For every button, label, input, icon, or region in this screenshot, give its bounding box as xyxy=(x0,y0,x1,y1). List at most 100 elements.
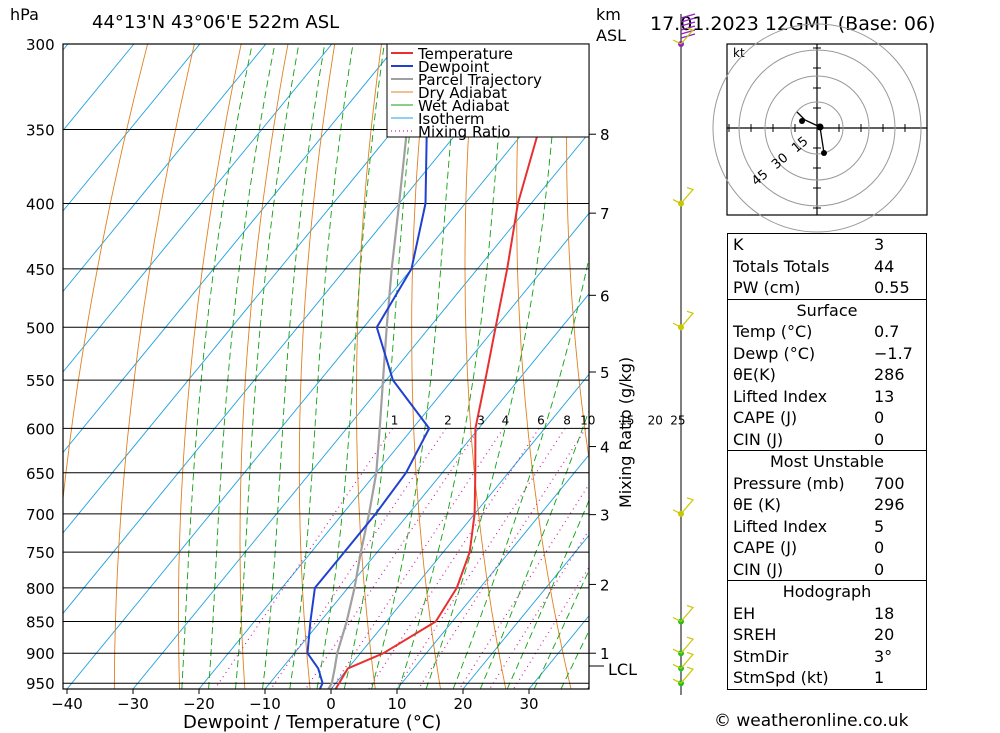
surface-row-label: Dewp (°C) xyxy=(733,343,816,363)
most-unstable-row: CAPE (J) 0 xyxy=(728,537,926,559)
legend: Temperature Dewpoint Parcel Trajectory D… xyxy=(386,43,590,141)
km-tick-3: 3 xyxy=(600,507,610,525)
wind-barb-flag xyxy=(680,17,696,23)
pressure-tick-400: 400 xyxy=(26,196,55,214)
hodograph-box: Hodograph EH 18 SREH 20 StmDir 3° StmSpd (kt) 1 xyxy=(727,581,927,690)
legend-dewpoint: Dewpoint xyxy=(418,58,489,76)
datetime-title: 17.01.2023 12GMT (Base: 06) xyxy=(650,13,935,35)
isotherm-line xyxy=(63,44,201,212)
mixing-ratio-label-15: 15 xyxy=(619,413,634,427)
pressure-tick-700: 700 xyxy=(26,506,55,524)
wet-adiabat-line xyxy=(343,44,420,689)
km-tick-1: 1 xyxy=(600,645,610,663)
indices-row: Totals Totals 44 xyxy=(728,256,926,278)
legend-parcel: Parcel Trajectory xyxy=(418,71,542,89)
pressure-tick-350: 350 xyxy=(26,121,55,139)
mixing-ratio-label-2: 2 xyxy=(444,413,452,427)
legend-wet-adiabat: Wet Adiabat xyxy=(418,97,509,115)
hodograph-row-label: StmDir xyxy=(733,646,789,666)
most-unstable-row-value: 296 xyxy=(874,495,905,514)
surface-row: CAPE (J) 0 xyxy=(728,407,926,429)
most-unstable-row: Pressure (mb) 700 xyxy=(728,473,926,495)
wet-adiabat-line xyxy=(479,409,589,689)
indices-row-label: K xyxy=(733,235,744,254)
wind-barb-500 xyxy=(672,310,695,328)
hpa-label: hPa xyxy=(10,5,39,24)
dry-adiabat-line xyxy=(177,44,242,689)
pressure-tick-650: 650 xyxy=(26,465,55,483)
surface-row-value: 0 xyxy=(874,429,885,449)
surface-row: Lifted Index 13 xyxy=(728,386,926,408)
hodograph-title: Hodograph xyxy=(782,582,872,601)
temperature-line xyxy=(334,44,571,689)
hodograph-row-value: 18 xyxy=(874,603,895,623)
dry-adiabat-line xyxy=(990,44,1000,689)
wind-barb-flag xyxy=(680,13,696,19)
pressure-tick-500: 500 xyxy=(26,319,55,337)
hodograph-row-label: SREH xyxy=(733,625,777,644)
most-unstable-row-value: 5 xyxy=(874,516,885,536)
hodograph-row-value: 3° xyxy=(874,646,893,666)
wind-profile xyxy=(672,13,696,695)
wind-barb-400 xyxy=(672,186,695,205)
indices-row-label: PW (cm) xyxy=(733,278,801,297)
isotherm-line xyxy=(63,44,267,293)
wind-barb-950 xyxy=(672,666,695,684)
mixing-ratio-label-6: 6 xyxy=(537,413,545,427)
temp-tick-−30: −30 xyxy=(117,695,149,713)
temp-tick-10: 10 xyxy=(387,695,406,713)
wet-adiabat-line xyxy=(181,44,253,689)
surface-row: Temp (°C) 0.7 xyxy=(728,321,926,343)
parcel-trajectory-line xyxy=(327,44,426,689)
isotherm-line xyxy=(63,44,465,534)
km-tick-6: 6 xyxy=(600,287,610,305)
dry-adiabat-line xyxy=(63,44,149,503)
indices-row-label: Totals Totals xyxy=(733,256,830,276)
dry-adiabat-line xyxy=(356,44,382,689)
pressure-tick-900: 900 xyxy=(26,645,55,663)
wind-barb-flag xyxy=(680,21,696,27)
pressure-axis: 300 350 400 450 500 550 600 650 700 750 800 850 900 9… xyxy=(26,36,55,693)
mixing-ratio-line xyxy=(395,428,566,689)
pressure-tick-450: 450 xyxy=(26,261,55,279)
dry-adiabat-line xyxy=(113,44,195,689)
dewpoint-line xyxy=(306,44,478,689)
most-unstable-row-label: CIN (J) xyxy=(733,559,784,579)
isotherm-line xyxy=(396,454,589,689)
pressure-tick-600: 600 xyxy=(26,420,55,438)
surface-row-value: 0 xyxy=(874,408,885,427)
hodograph-frame xyxy=(726,43,928,216)
most-unstable-row-label: Pressure (mb) xyxy=(733,473,845,493)
height-axis: 8 7 6 5 4 3 2 1 xyxy=(589,126,610,667)
mixing-ratio-label-10: 10 xyxy=(580,413,595,427)
km-label: km xyxy=(596,5,621,24)
surface-title: Surface xyxy=(796,300,858,320)
hodograph-unit-label: kt xyxy=(733,46,745,60)
surface-row-value: 286 xyxy=(874,365,905,384)
x-axis-label: Dewpoint / Temperature (°C) xyxy=(183,712,441,733)
hodograph-row-value: 20 xyxy=(874,625,895,644)
most-unstable-row-value: 700 xyxy=(874,473,905,493)
km-tick-7: 7 xyxy=(600,205,610,223)
lcl-label: LCL xyxy=(608,660,637,679)
hodograph-row-value: 1 xyxy=(874,668,885,687)
asl-label: ASL xyxy=(596,26,626,45)
mixing-ratio-line xyxy=(305,428,480,689)
isotherm-line xyxy=(330,373,589,689)
wet-adiabat-line xyxy=(235,44,300,689)
mixing-ratio-labels: 1 2 3 4 6 8 10 15 20 25 xyxy=(391,413,686,427)
isotherm-line xyxy=(66,51,589,689)
watermark[interactable]: © weatheronline.co.uk xyxy=(714,711,909,731)
temp-tick-−20: −20 xyxy=(183,695,215,713)
most-unstable-row-label: CAPE (J) xyxy=(733,538,798,557)
wind-barb-900 xyxy=(672,636,695,654)
hodograph-row: EH 18 xyxy=(728,603,926,625)
hodograph-ring xyxy=(738,49,896,207)
surface-row-value: 13 xyxy=(874,386,895,406)
temp-tick-0: 0 xyxy=(326,695,336,713)
most-unstable-box: Most Unstable Pressure (mb) 700 θE (K) 296 L… xyxy=(727,451,927,581)
indices-box: K 3 Totals Totals 44 PW (cm) 0.55 xyxy=(727,233,927,300)
isotherm-line xyxy=(264,293,589,689)
dry-adiabat-line xyxy=(298,44,336,689)
